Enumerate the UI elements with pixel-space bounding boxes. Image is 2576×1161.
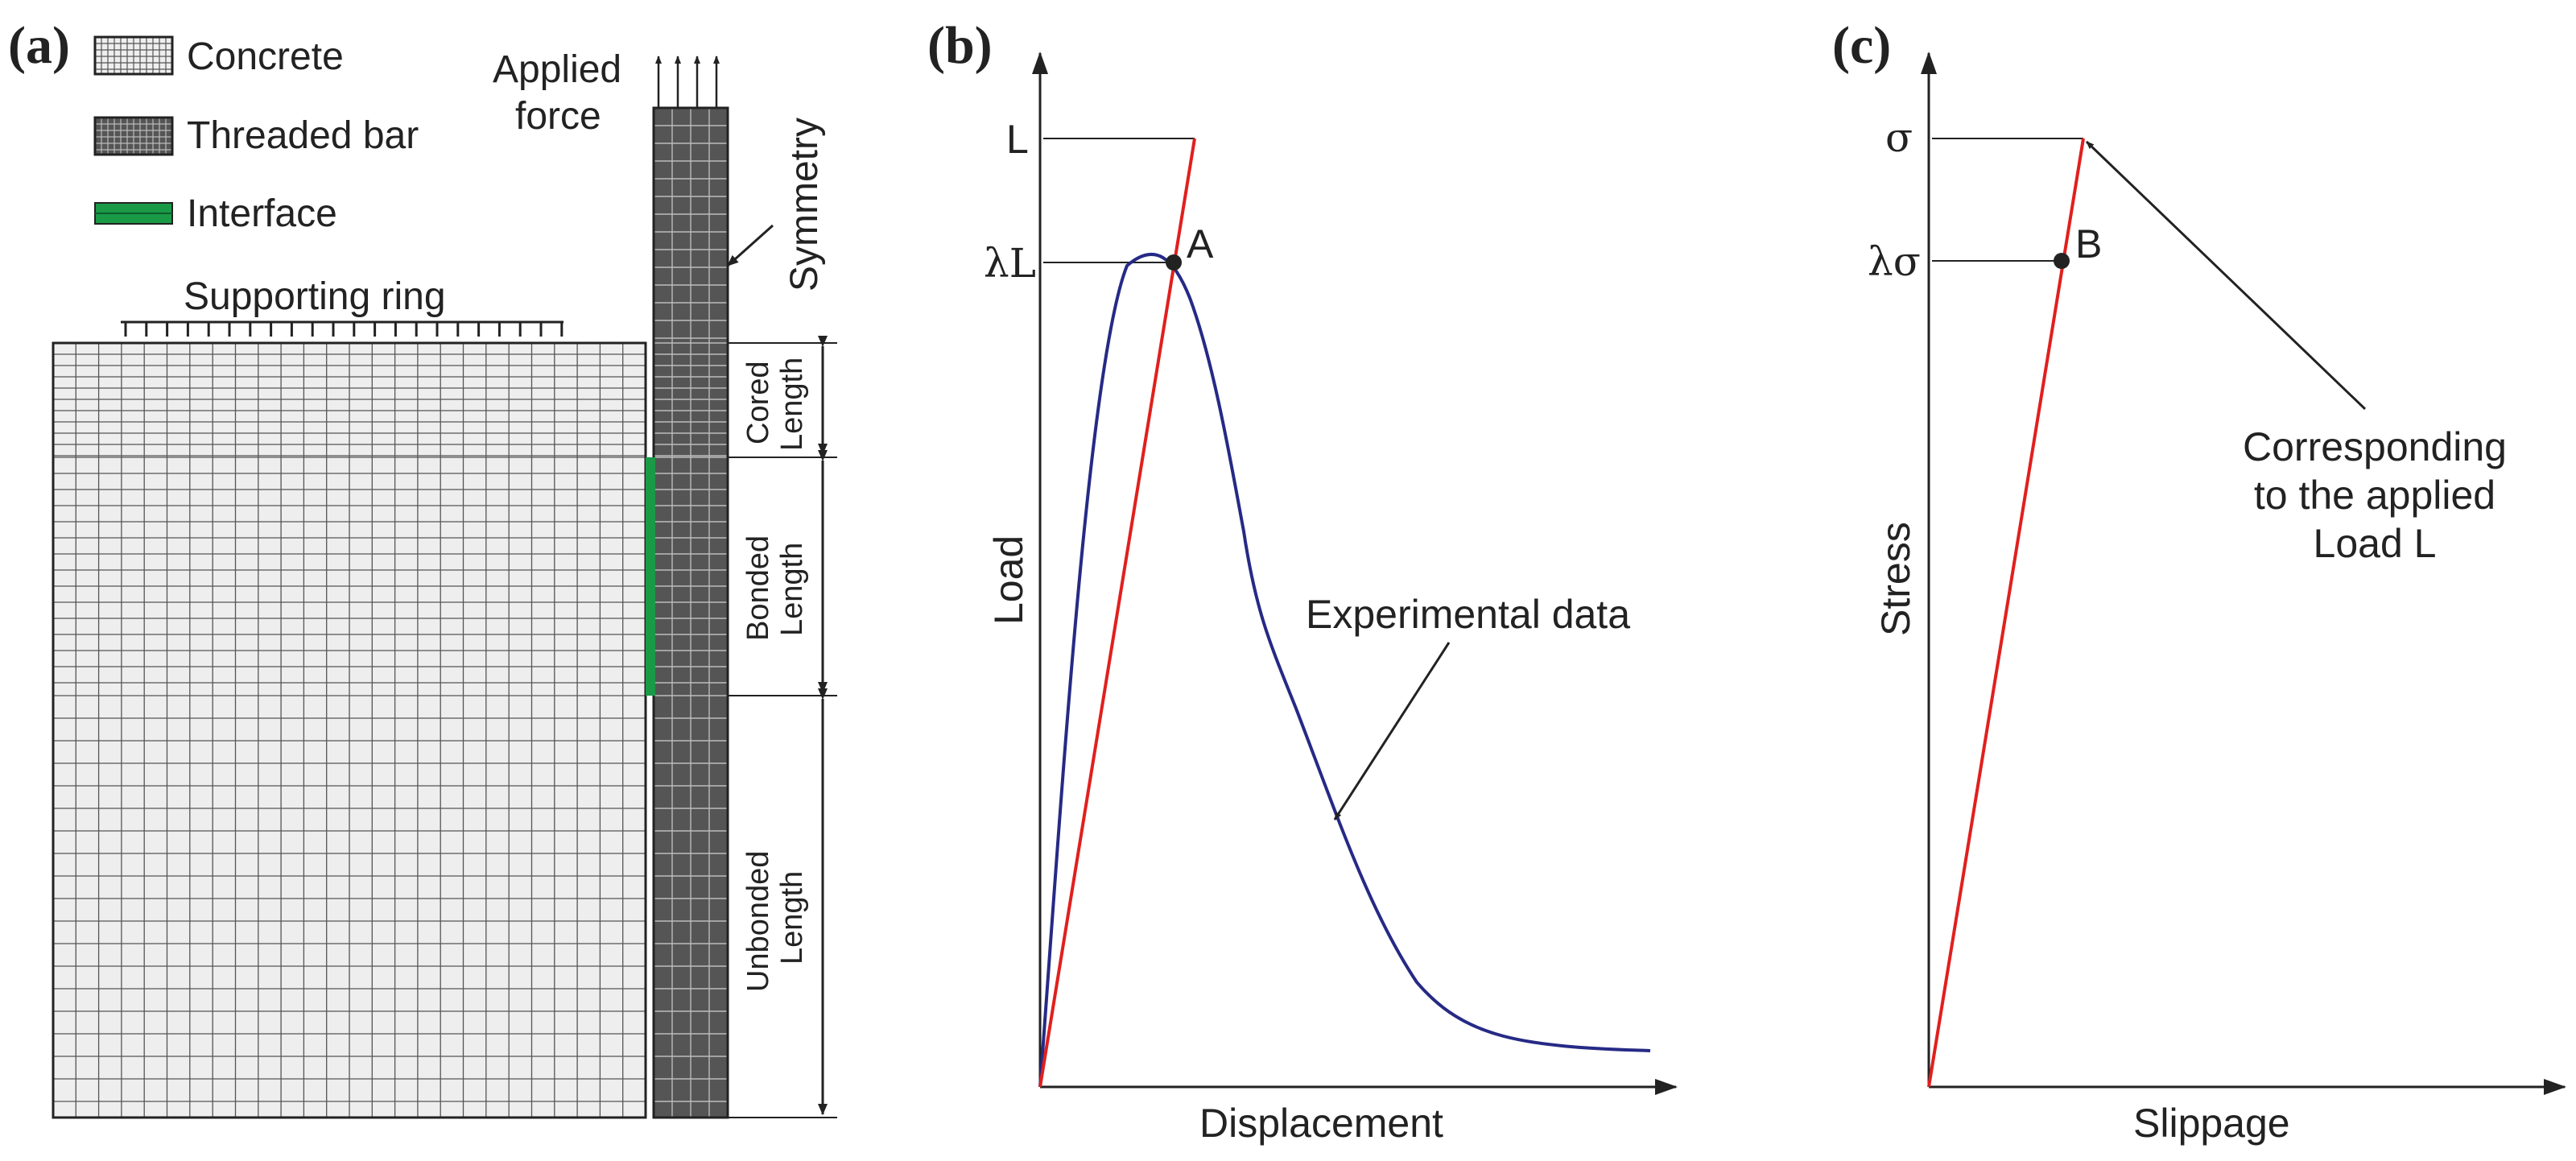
legend-interface-label: Interface — [187, 192, 337, 235]
panel-b-x-axis-label: Displacement — [1199, 1101, 1443, 1146]
point-A — [1166, 254, 1182, 271]
panel-c-linear-line — [1927, 138, 2085, 1088]
supporting-ring — [121, 320, 564, 337]
panel-c-annotation-line3: Load L — [2314, 521, 2437, 566]
cored-length-label-line1: Cored — [741, 362, 775, 445]
unbonded-length-label-line2: Length — [775, 871, 809, 965]
interface-strip — [646, 457, 655, 696]
threaded-bar-swatch-outline — [93, 116, 174, 156]
legend-concrete-swatch — [93, 35, 174, 76]
point-B-label: B — [2075, 221, 2102, 266]
symmetry-label: Symmetry — [783, 118, 826, 291]
point-A-label: A — [1187, 221, 1214, 266]
panel-b-label: (b) — [927, 16, 993, 75]
panel-b-linear-line — [1038, 138, 1196, 1088]
concrete-swatch-mesh — [95, 37, 172, 74]
threaded-bar — [652, 106, 729, 1119]
concrete-mesh — [53, 343, 646, 1118]
legend-concrete-label: Concrete — [187, 35, 344, 78]
bonded-length-label-line1: Bonded — [741, 535, 775, 641]
concrete-outline — [52, 341, 647, 1119]
point-B — [2054, 253, 2070, 269]
supporting-ring-ticks — [121, 320, 564, 337]
legend-threaded-bar-label: Threaded bar — [187, 114, 419, 157]
panel-b-tick-lambda-L: λL — [984, 240, 1036, 287]
panel-a: (a) Concrete Threaded bar Interface Supp… — [8, 16, 837, 1119]
panel-c-annotation-line2: to the applied — [2254, 473, 2496, 518]
panel-b-tick-L: L — [1006, 117, 1029, 162]
threaded-bar-mesh — [654, 108, 728, 1118]
panel-c-x-axis-label: Slippage — [2133, 1101, 2290, 1146]
panel-b-y-axis-label: Load — [986, 535, 1031, 625]
concrete-swatch-outline — [93, 35, 174, 76]
panel-b: (b) Displacement Load L λL A Experimenta… — [927, 16, 1678, 1146]
concrete-block — [52, 341, 647, 1119]
bonded-length-label-line2: Length — [775, 543, 809, 636]
panel-c: (c) Slippage Stress σ λσ B Corresponding… — [1832, 16, 2566, 1146]
applied-force-arrows — [655, 56, 720, 108]
panel-c-label: (c) — [1832, 16, 1891, 75]
applied-force-label-line1: Applied — [493, 48, 621, 91]
panel-c-tick-lambda-sigma: λσ — [1868, 238, 1921, 285]
supporting-ring-label: Supporting ring — [184, 275, 446, 318]
panel-c-annotation-line1: Corresponding — [2243, 424, 2507, 469]
threaded-bar-swatch-mesh — [95, 118, 172, 155]
panel-a-label: (a) — [8, 16, 70, 75]
cored-length-label-line2: Length — [775, 357, 809, 451]
panel-c-y-axis-label: Stress — [1873, 522, 1918, 636]
panel-c-pointer-arrow — [2085, 140, 2367, 411]
length-dimensions: Cored Length Bonded Length Unbonded Leng… — [728, 336, 837, 1118]
legend: Concrete Threaded bar Interface — [93, 35, 419, 235]
experimental-data-pointer-arrow — [1333, 642, 1451, 820]
legend-interface-swatch — [94, 202, 173, 225]
applied-force-label-line2: force — [515, 95, 601, 138]
panel-c-tick-sigma: σ — [1885, 114, 1913, 161]
unbonded-length-label-line1: Unbonded — [741, 851, 775, 992]
experimental-data-label: Experimental data — [1306, 592, 1630, 637]
symmetry-pointer-arrow — [727, 224, 774, 267]
experimental-data-curve — [1038, 252, 1651, 1088]
legend-threaded-bar-swatch — [93, 116, 174, 156]
